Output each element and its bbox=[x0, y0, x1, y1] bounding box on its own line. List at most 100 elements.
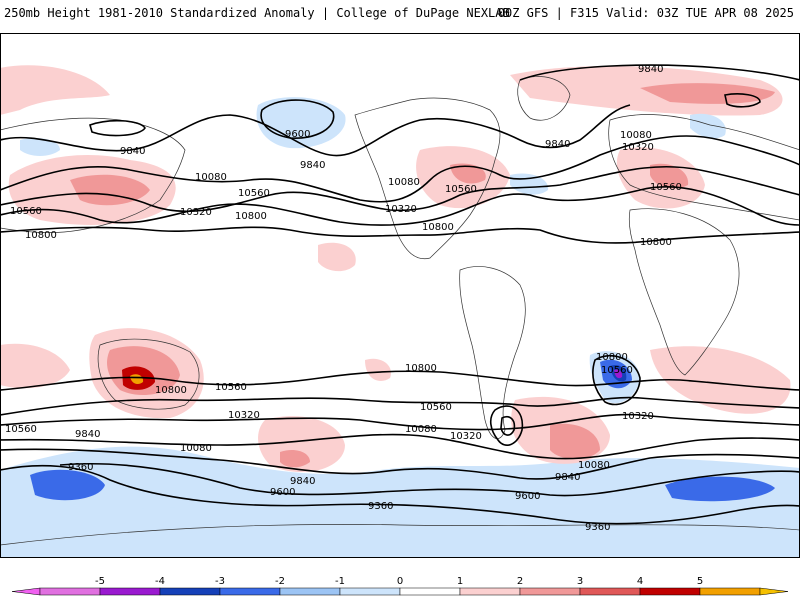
contour-label: 10800 bbox=[596, 352, 628, 363]
contour-10800-n bbox=[1, 226, 799, 244]
colorbar-tick-label: -5 bbox=[95, 576, 105, 587]
anomaly-fill-neg4-atl bbox=[614, 369, 623, 379]
contour-label: 10320 bbox=[228, 410, 260, 421]
contour-label: 9360 bbox=[368, 501, 393, 512]
anomaly-fill-pos-afr bbox=[650, 346, 791, 414]
contour-label: 9840 bbox=[555, 472, 580, 483]
colorbar-tick-label: 2 bbox=[517, 576, 523, 587]
anomaly-fill-pos2-asia bbox=[70, 174, 150, 206]
coastline-africa bbox=[628, 208, 740, 376]
coastline-south-america bbox=[459, 266, 526, 440]
contour-9840-n bbox=[1, 104, 631, 157]
contour-9840-arctic bbox=[519, 64, 799, 81]
colorbar-segment bbox=[459, 587, 521, 596]
contour-label: 10800 bbox=[155, 385, 187, 396]
contour-10800-s bbox=[1, 370, 799, 391]
colorbar-tick-label: 4 bbox=[637, 576, 643, 587]
contour-label: 10800 bbox=[25, 230, 57, 241]
anomaly-fill-pos2-sam bbox=[550, 423, 600, 459]
colorbar-tick-label: -3 bbox=[215, 576, 225, 587]
contour-label: 10560 bbox=[420, 402, 452, 413]
model-run-label: 00Z GFS | F315 Valid: 03Z TUE APR 08 202… bbox=[497, 6, 794, 20]
contour-label: 10560 bbox=[238, 188, 270, 199]
contour-label: 10560 bbox=[650, 182, 682, 193]
colorbar-segment bbox=[339, 587, 401, 596]
contour-label: 9360 bbox=[585, 522, 610, 533]
colorbar-segment bbox=[159, 587, 221, 596]
contour-label: 9360 bbox=[68, 462, 93, 473]
colorbar-segment bbox=[519, 587, 581, 596]
contour-10080-s bbox=[1, 433, 799, 460]
coastline-north-america bbox=[354, 97, 501, 260]
contour-label: 10080 bbox=[620, 130, 652, 141]
anomaly-fill-neg-eur bbox=[690, 113, 726, 139]
contour-loop-sam bbox=[489, 405, 524, 446]
contour-label: 9840 bbox=[638, 64, 663, 75]
colorbar-tick-label: 5 bbox=[697, 576, 703, 587]
contour-label: 10080 bbox=[578, 460, 610, 471]
coastline-asia bbox=[1, 117, 186, 233]
contour-label: 10800 bbox=[235, 211, 267, 222]
coastline-antarctica bbox=[1, 524, 799, 546]
contour-label: 10560 bbox=[10, 206, 42, 217]
contour-label: 9600 bbox=[515, 491, 540, 502]
contour-label: 10320 bbox=[385, 204, 417, 215]
contour-label: 9600 bbox=[285, 129, 310, 140]
colorbar-segment bbox=[699, 587, 761, 596]
contour-label: 10800 bbox=[405, 363, 437, 374]
contour-10320-s bbox=[1, 413, 799, 431]
contour-label: 9600 bbox=[270, 487, 295, 498]
colorbar-end-low bbox=[11, 587, 41, 596]
contour-9360-s bbox=[1, 464, 799, 525]
colorbar-tick-label: -1 bbox=[335, 576, 345, 587]
colorbar-segment bbox=[579, 587, 641, 596]
contour-label: 10560 bbox=[5, 424, 37, 435]
contour-label: 9840 bbox=[75, 429, 100, 440]
colorbar-segment bbox=[399, 587, 461, 596]
contour-loop-atl bbox=[592, 354, 641, 406]
contour-label: 10320 bbox=[180, 207, 212, 218]
anomaly-fill-pos2-natl bbox=[450, 163, 486, 184]
contour-label: 10560 bbox=[601, 365, 633, 376]
contour-10560-n bbox=[1, 186, 799, 226]
colorbar-segment bbox=[39, 587, 101, 596]
contour-label: 10320 bbox=[450, 431, 482, 442]
anomaly-fill-pos-nw bbox=[1, 65, 110, 115]
contour-label: 9840 bbox=[300, 160, 325, 171]
anomaly-fill-neg-south-2 bbox=[1, 502, 799, 557]
coastline-europe bbox=[608, 114, 799, 221]
contour-label: 10080 bbox=[388, 177, 420, 188]
contour-9840-s bbox=[1, 448, 799, 480]
contour-10320-n bbox=[1, 165, 799, 213]
contour-label: 10320 bbox=[622, 411, 654, 422]
contour-label: 10080 bbox=[180, 443, 212, 454]
colorbar: -5 -4 -3 -2 -1 0 1 2 3 4 5 bbox=[11, 576, 789, 596]
anomaly-fill-pos2-arctic bbox=[640, 83, 775, 104]
anomaly-fill-pos-pac bbox=[318, 242, 356, 272]
colorbar-tick-label: 0 bbox=[397, 576, 403, 587]
colorbar-segment bbox=[219, 587, 281, 596]
anomaly-fill-pos-indian bbox=[1, 343, 70, 389]
contour-label: 10320 bbox=[622, 142, 654, 153]
contour-label: 10800 bbox=[640, 237, 672, 248]
colorbar-tick-label: 1 bbox=[457, 576, 463, 587]
contour-label: 9840 bbox=[290, 476, 315, 487]
colorbar-segment bbox=[99, 587, 161, 596]
contour-label: 10800 bbox=[422, 222, 454, 233]
anomaly-fill-neg-nwpac bbox=[20, 138, 60, 156]
contour-9600-pac bbox=[260, 99, 335, 139]
anomaly-fill-pos5-aus bbox=[130, 374, 144, 384]
contour-label: 10080 bbox=[405, 424, 437, 435]
anomaly-fill-pos2-eur bbox=[650, 163, 689, 189]
contour-label: 9840 bbox=[545, 139, 570, 150]
contour-label: 10080 bbox=[195, 172, 227, 183]
contour-label: 10560 bbox=[445, 184, 477, 195]
contour-9600-s bbox=[59, 462, 799, 497]
contour-label: 9840 bbox=[120, 146, 145, 157]
map-title: 250mb Height 1981-2010 Standardized Anom… bbox=[4, 6, 510, 20]
colorbar-tick-label: -2 bbox=[275, 576, 285, 587]
colorbar-tick-label: -4 bbox=[155, 576, 165, 587]
anomaly-fill-pos-pac-s bbox=[258, 416, 345, 473]
contour-9840-arc bbox=[724, 93, 761, 108]
contour-loop-sam-inner bbox=[500, 415, 516, 436]
